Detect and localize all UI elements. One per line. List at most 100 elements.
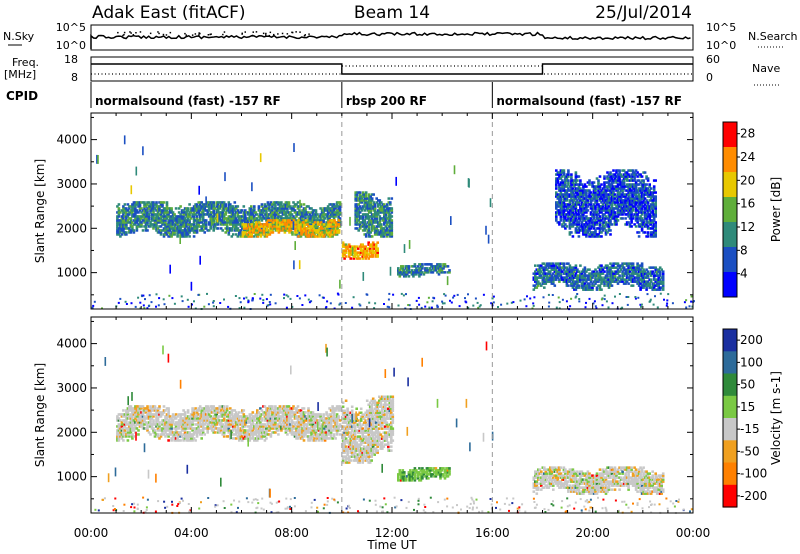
echo-cell [583, 286, 587, 289]
echo-cell [242, 229, 246, 232]
echo-cell [582, 185, 585, 188]
echo-cell [427, 269, 430, 272]
echo-cell [331, 211, 334, 214]
echo-cell [170, 219, 173, 222]
echo-cell [440, 271, 444, 274]
echo-cell [631, 278, 635, 281]
echo-cell [634, 173, 638, 176]
echo-cell [227, 229, 231, 232]
noise-cell [436, 306, 439, 309]
echo-cell [552, 268, 555, 271]
echo-cell [323, 213, 327, 216]
echo-cell [618, 197, 621, 200]
echo-cell [639, 173, 642, 176]
echo-cell [335, 201, 339, 204]
echo-cell [314, 215, 318, 218]
echo-cell [607, 193, 611, 196]
echo-cell [550, 274, 554, 277]
echo-cell [230, 211, 234, 214]
echo-cell [242, 219, 246, 222]
echo-cell [555, 201, 558, 204]
echo-cell [622, 175, 626, 178]
echo-cell [660, 286, 663, 289]
echo-cell [161, 205, 164, 208]
echo-cell [347, 253, 351, 256]
echo-cell [265, 235, 269, 238]
echo-cell [140, 217, 143, 220]
echo-cell [316, 229, 320, 232]
echo-cell [328, 211, 331, 214]
echo-cell [628, 201, 632, 204]
echo-cell [286, 209, 289, 212]
echo-cell [597, 185, 600, 188]
echo-cell [585, 193, 588, 196]
echo-cell [436, 263, 439, 266]
echo-cell [250, 217, 253, 220]
echo-cell [646, 177, 650, 180]
echo-cell [588, 286, 591, 289]
echo-cell [642, 181, 645, 184]
echo-cell [179, 227, 182, 230]
echo-cell [185, 225, 188, 228]
echo-cell [649, 193, 653, 196]
echo-cell [370, 223, 374, 226]
echo-cell [634, 211, 638, 214]
echo-cell [543, 262, 546, 265]
echo-cell [239, 219, 243, 222]
echo-cell [386, 217, 389, 220]
echo-cell [192, 223, 196, 226]
echo-cell [555, 205, 558, 208]
echo-cell [567, 169, 570, 172]
echo-cell [549, 270, 552, 273]
echo-cell [561, 193, 564, 196]
echo-cell [283, 213, 286, 216]
echo-cell [209, 207, 212, 210]
echo-cell [297, 223, 300, 226]
echo-cell [207, 201, 211, 204]
streak-cell [292, 221, 295, 231]
echo-cell [600, 227, 603, 230]
echo-cell [568, 268, 572, 271]
echo-cell [621, 181, 624, 184]
echo-cell [209, 213, 212, 216]
echo-cell [262, 215, 265, 218]
echo-cell [541, 282, 545, 285]
echo-cell [570, 185, 573, 188]
echo-cell [259, 217, 262, 220]
echo-cell [182, 229, 185, 232]
echo-cell [307, 221, 310, 224]
echo-cell [609, 209, 612, 212]
echo-cell [308, 215, 312, 218]
echo-cell [303, 221, 306, 224]
echo-cell [224, 231, 227, 234]
echo-cell [564, 217, 567, 220]
echo-cell [397, 271, 400, 274]
echo-cell [378, 233, 382, 236]
echo-cell [546, 268, 549, 271]
echo-cell [238, 231, 241, 234]
echo-cell [125, 221, 128, 224]
echo-cell [319, 223, 323, 226]
echo-cell [215, 223, 218, 226]
echo-cell [558, 223, 561, 226]
echo-cell [576, 189, 579, 192]
echo-cell [651, 199, 654, 202]
echo-cell [652, 195, 656, 198]
echo-cell [627, 266, 630, 269]
echo-cell [595, 221, 599, 224]
echo-cell [651, 231, 654, 234]
echo-cell [376, 253, 379, 256]
echo-cell [410, 271, 414, 274]
echo-cell [304, 229, 308, 232]
echo-cell [134, 213, 137, 216]
echo-cell [363, 203, 366, 206]
echo-cell [600, 288, 603, 291]
echo-cell [317, 215, 321, 218]
echo-cell [589, 278, 593, 281]
noise-cell [139, 307, 142, 310]
echo-cell [607, 189, 611, 192]
echo-cell [579, 193, 582, 196]
echo-cell [628, 270, 632, 273]
echo-cell [357, 229, 360, 232]
echo-cell [595, 286, 599, 289]
